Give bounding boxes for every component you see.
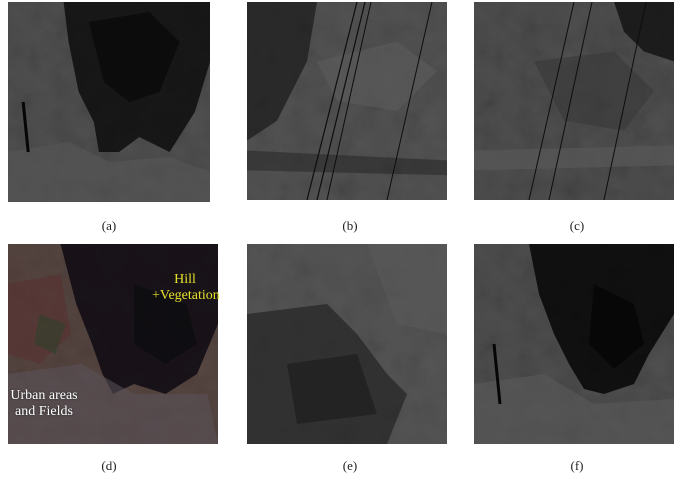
- annotation-hill-line1: Hill: [174, 272, 196, 287]
- panel-f-image: [474, 244, 674, 444]
- annotation-urban-fields: Urban areas and Fields: [4, 388, 84, 420]
- panel-c-image: [474, 2, 674, 200]
- panel-a-image: [8, 2, 210, 202]
- panel-d-image: [8, 244, 218, 444]
- caption-b: (b): [342, 218, 358, 233]
- caption-f: (f): [570, 458, 584, 473]
- caption-a: (a): [101, 218, 117, 233]
- annotation-urban-line1: Urban areas: [10, 388, 78, 403]
- panel-b-image: [247, 2, 447, 200]
- caption-d: (d): [101, 458, 117, 473]
- annotation-urban-line2: and Fields: [15, 404, 73, 419]
- annotation-hill-vegetation: Hill +Vegetation: [152, 272, 220, 304]
- caption-c: (c): [569, 218, 585, 233]
- panel-e-image: [247, 244, 447, 444]
- annotation-hill-line2: +Vegetation: [152, 288, 220, 303]
- caption-e: (e): [342, 458, 358, 473]
